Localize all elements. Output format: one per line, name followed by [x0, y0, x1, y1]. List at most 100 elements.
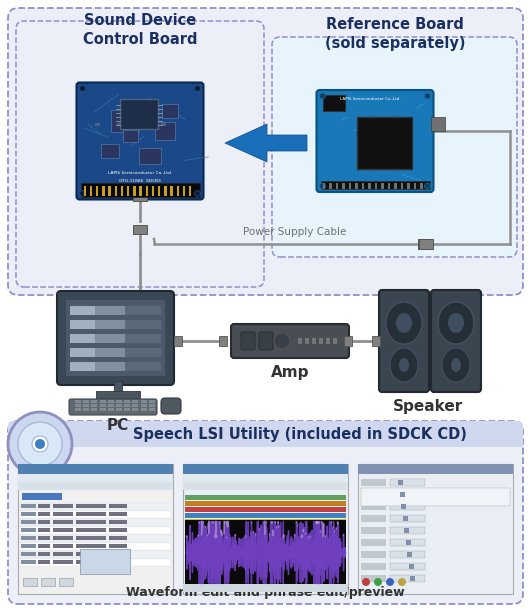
FancyBboxPatch shape	[162, 104, 178, 118]
Bar	[70, 348, 125, 357]
Text: Speech LSI Utility (included in SDCK CD): Speech LSI Utility (included in SDCK CD)	[133, 426, 467, 442]
Ellipse shape	[386, 302, 422, 344]
Bar	[161, 123, 166, 126]
Bar	[399, 492, 405, 497]
Bar	[109, 536, 127, 540]
Bar	[133, 225, 147, 234]
Bar	[189, 186, 191, 195]
Bar	[18, 464, 173, 594]
Bar	[139, 186, 142, 195]
Ellipse shape	[399, 358, 409, 372]
FancyBboxPatch shape	[23, 578, 37, 586]
Bar	[76, 512, 106, 516]
FancyBboxPatch shape	[111, 110, 139, 132]
Bar	[21, 552, 36, 556]
Bar	[419, 239, 433, 249]
FancyBboxPatch shape	[8, 421, 523, 604]
Bar	[305, 338, 309, 344]
Bar	[109, 520, 127, 524]
Bar	[174, 336, 182, 346]
Bar	[312, 338, 316, 344]
Bar	[108, 404, 114, 407]
Circle shape	[362, 578, 370, 586]
Bar	[38, 504, 50, 508]
Bar	[109, 552, 127, 556]
FancyBboxPatch shape	[8, 421, 523, 447]
Bar	[75, 404, 81, 407]
Bar	[398, 480, 403, 485]
Bar	[83, 400, 89, 403]
FancyBboxPatch shape	[120, 99, 158, 129]
Bar	[21, 504, 36, 508]
Bar	[176, 186, 179, 195]
Bar	[321, 181, 430, 189]
Circle shape	[424, 183, 431, 189]
Bar	[18, 464, 173, 474]
Bar	[20, 527, 171, 534]
Bar	[361, 563, 386, 570]
Bar	[108, 408, 114, 411]
Bar	[348, 183, 351, 189]
Bar	[319, 338, 323, 344]
Text: GTU-11886  SDCB3: GTU-11886 SDCB3	[119, 178, 161, 183]
Bar	[38, 512, 50, 516]
Bar	[132, 400, 139, 403]
Bar	[38, 544, 50, 548]
Ellipse shape	[448, 313, 464, 333]
Bar	[158, 186, 160, 195]
Bar	[76, 560, 106, 564]
Bar	[100, 408, 106, 411]
Bar	[76, 552, 106, 556]
Bar	[362, 183, 364, 189]
FancyBboxPatch shape	[390, 563, 425, 570]
Bar	[372, 336, 380, 346]
Ellipse shape	[390, 348, 418, 382]
Bar	[53, 544, 73, 548]
FancyBboxPatch shape	[390, 551, 425, 558]
Bar	[21, 536, 36, 540]
Bar	[83, 408, 89, 411]
Bar	[388, 183, 390, 189]
Bar	[109, 528, 127, 532]
Bar	[336, 183, 338, 189]
Circle shape	[320, 183, 326, 189]
Bar	[53, 504, 73, 508]
Bar	[121, 186, 123, 195]
Bar	[95, 123, 100, 126]
Bar	[410, 576, 415, 581]
Bar	[185, 519, 346, 524]
Ellipse shape	[396, 313, 412, 333]
Text: Waveform edit and phrase edit/preview: Waveform edit and phrase edit/preview	[126, 586, 404, 599]
Bar	[358, 464, 513, 474]
Bar	[141, 408, 147, 411]
FancyBboxPatch shape	[16, 21, 264, 287]
Bar	[431, 117, 444, 131]
Bar	[70, 306, 95, 315]
Circle shape	[35, 439, 45, 449]
FancyBboxPatch shape	[80, 549, 130, 574]
Ellipse shape	[438, 302, 474, 344]
Text: Reference Board
(sold separately): Reference Board (sold separately)	[325, 16, 465, 51]
Bar	[75, 408, 81, 411]
Bar	[361, 539, 386, 546]
Bar	[100, 400, 106, 403]
Bar	[185, 495, 346, 500]
Bar	[185, 520, 346, 584]
FancyBboxPatch shape	[69, 399, 157, 415]
Bar	[70, 362, 161, 371]
FancyBboxPatch shape	[76, 82, 203, 200]
FancyBboxPatch shape	[41, 578, 55, 586]
Bar	[83, 186, 86, 195]
Bar	[164, 186, 167, 195]
Bar	[368, 183, 371, 189]
Bar	[149, 404, 155, 407]
Bar	[70, 320, 161, 329]
FancyBboxPatch shape	[161, 398, 181, 414]
Bar	[333, 338, 337, 344]
Circle shape	[374, 578, 382, 586]
FancyBboxPatch shape	[390, 503, 425, 510]
Bar	[20, 519, 171, 526]
Bar	[96, 391, 140, 398]
Bar	[18, 474, 173, 482]
Bar	[402, 516, 407, 521]
